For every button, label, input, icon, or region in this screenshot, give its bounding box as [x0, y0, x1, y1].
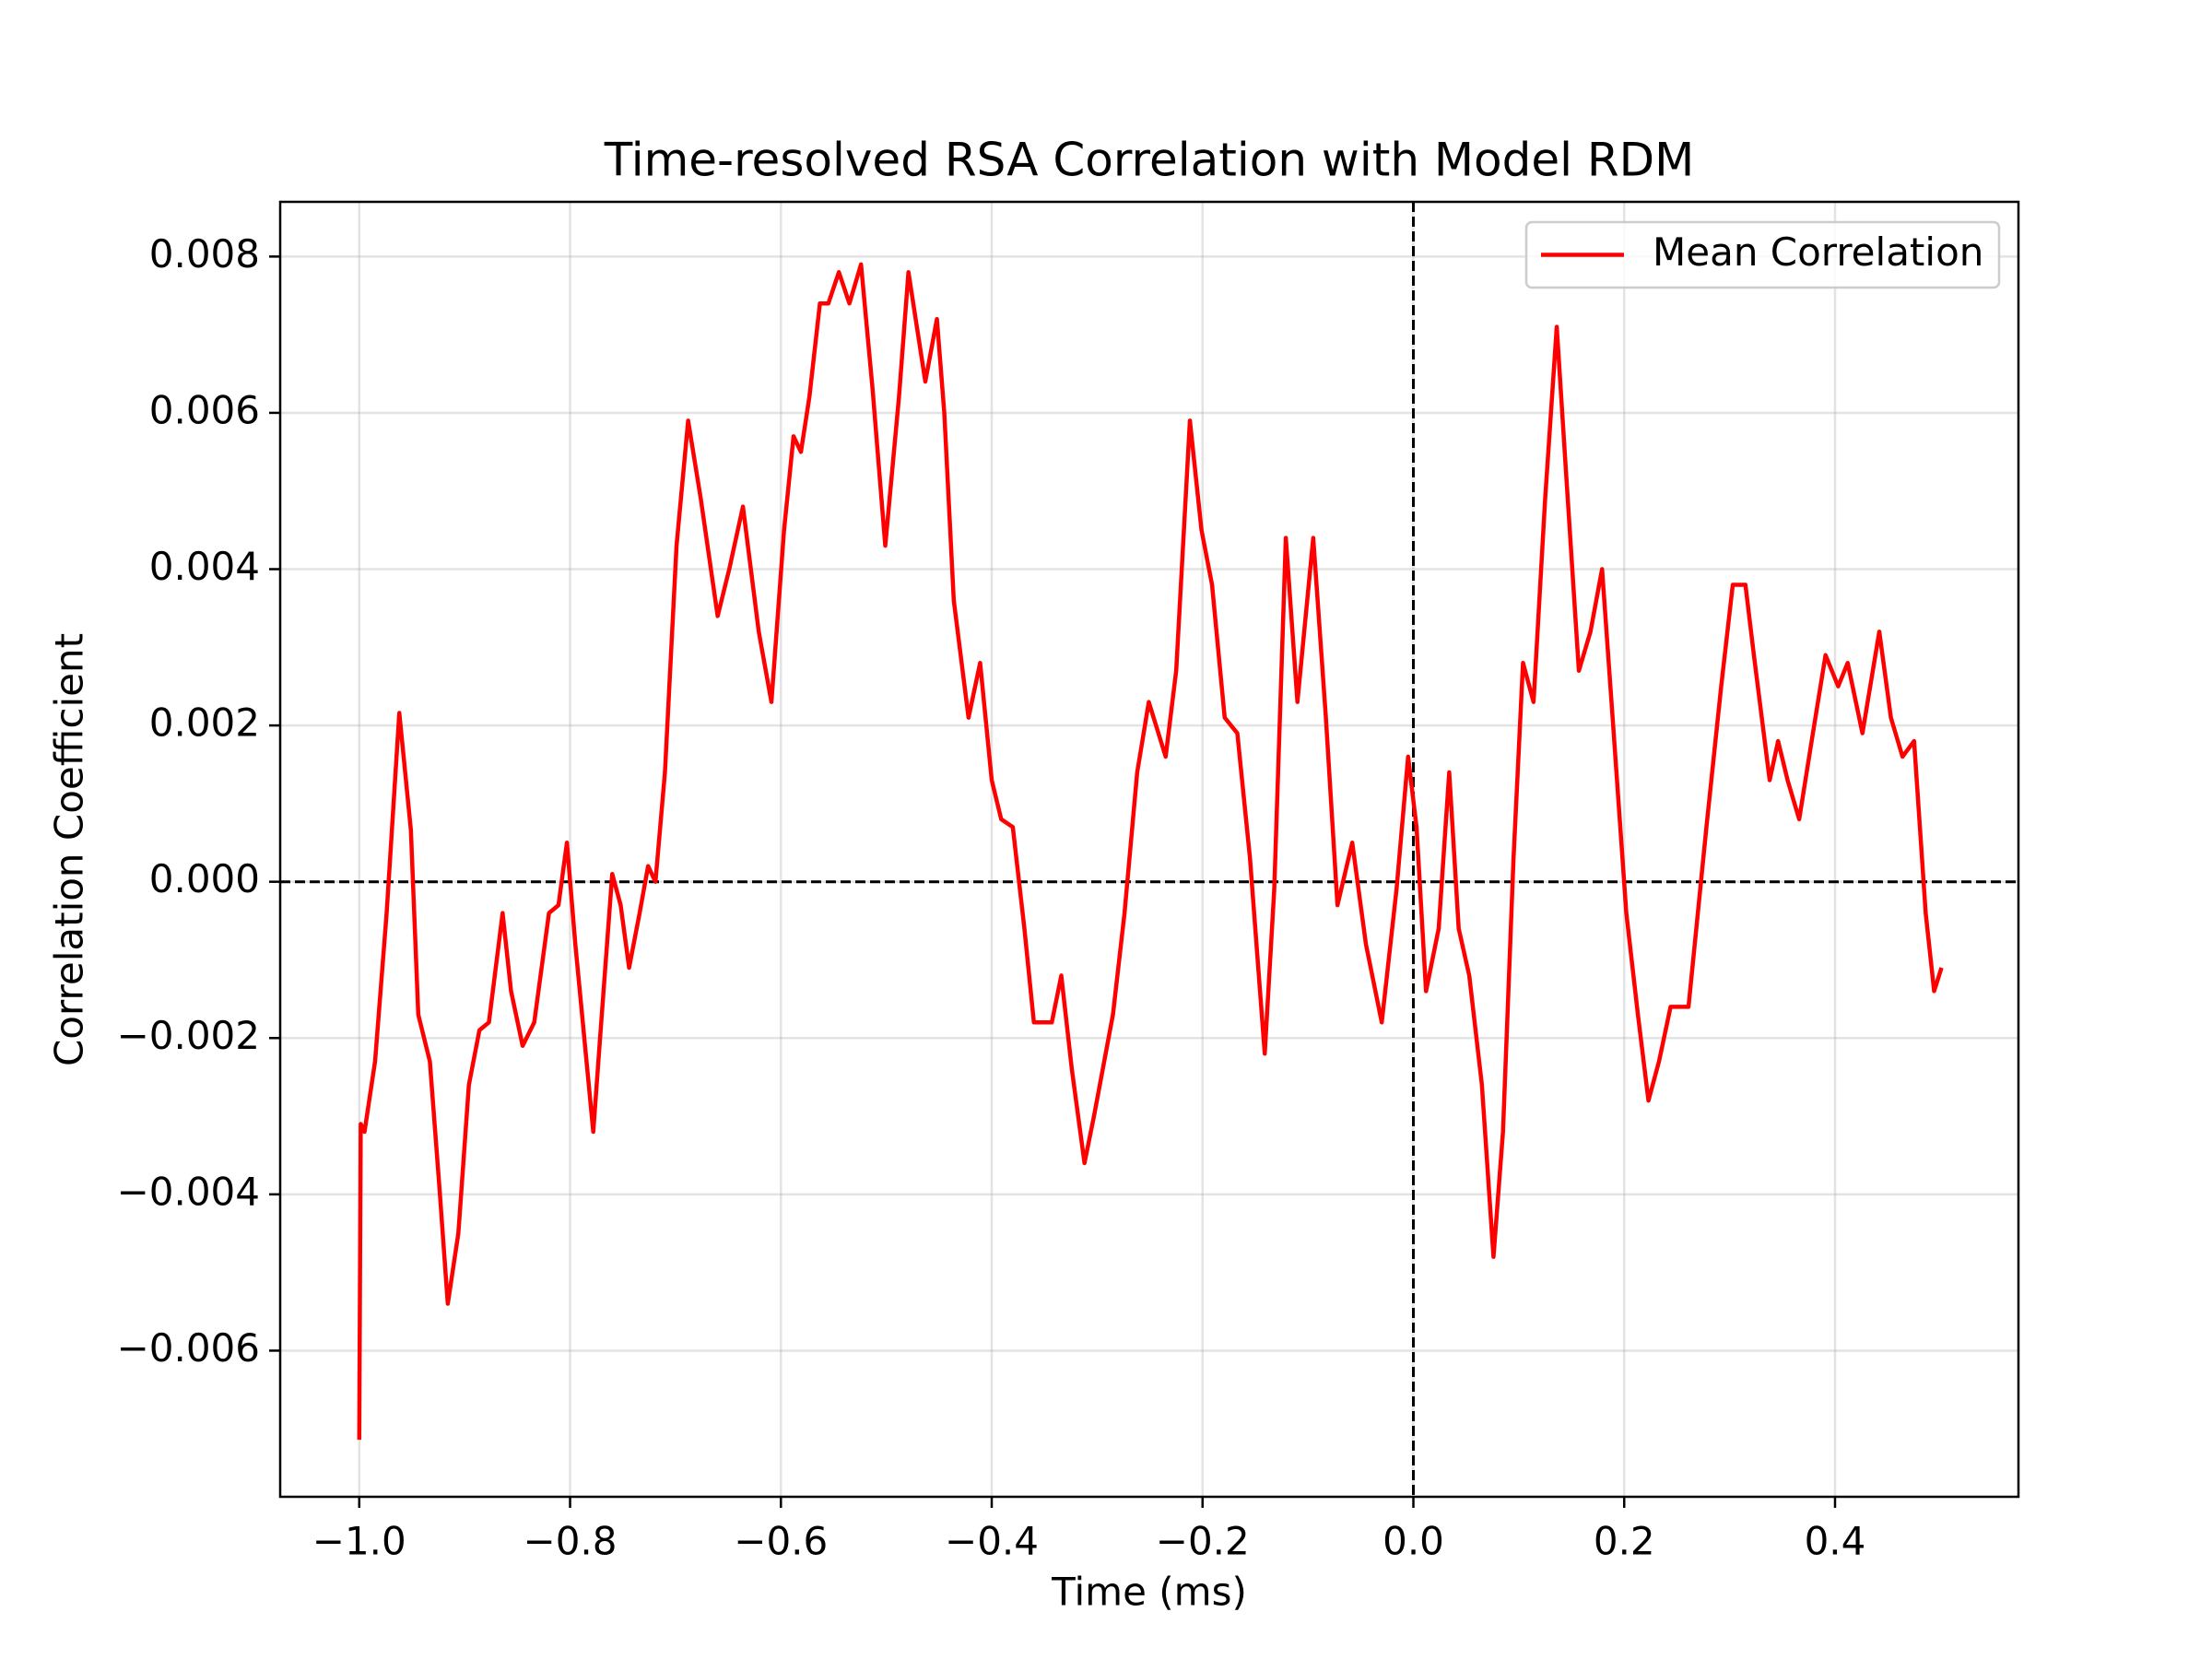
legend-label: Mean Correlation: [1653, 229, 1983, 275]
legend: [1524, 220, 2001, 289]
plot-frame: [278, 200, 2020, 1499]
y-tick-label: 0.004: [149, 544, 260, 589]
x-tick-label: −1.0: [312, 1519, 406, 1564]
y-tick-label: −0.002: [117, 1013, 260, 1058]
x-tick-label: 0.0: [1382, 1519, 1444, 1564]
x-tick-label: −0.8: [524, 1519, 618, 1564]
y-tick-label: −0.006: [117, 1325, 260, 1371]
y-tick-label: 0.008: [149, 231, 260, 276]
y-tick-label: −0.004: [117, 1169, 260, 1214]
x-tick-label: −0.4: [945, 1519, 1039, 1564]
y-axis-label: Correlation Coefficient: [47, 633, 92, 1066]
y-tick-label: 0.002: [149, 700, 260, 746]
x-tick-label: −0.2: [1156, 1519, 1250, 1564]
x-tick-label: 0.2: [1594, 1519, 1655, 1564]
x-tick-label: −0.6: [734, 1519, 828, 1564]
x-tick-label: 0.4: [1805, 1519, 1866, 1564]
x-axis-label: Time (ms): [1051, 1570, 1247, 1615]
y-tick-label: 0.006: [149, 387, 260, 432]
chart-title: Time-resolved RSA Correlation with Model…: [604, 134, 1695, 187]
data-line: [357, 262, 1944, 1441]
y-tick-label: 0.000: [149, 856, 260, 901]
